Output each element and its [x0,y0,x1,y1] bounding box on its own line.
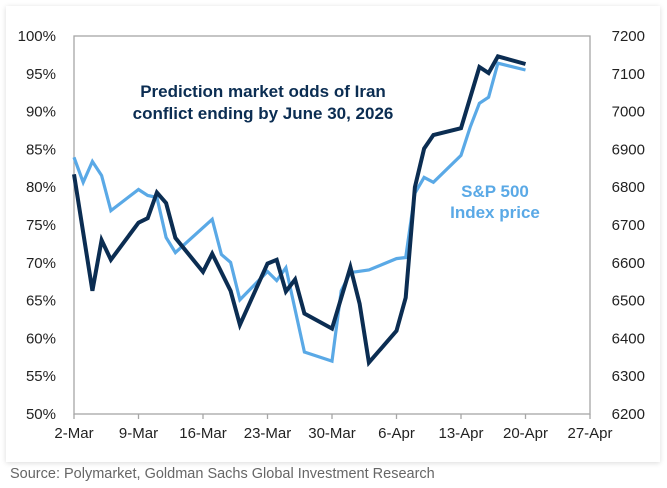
y-left-tick-label: 75% [26,217,56,234]
y-left-tick-label: 80% [26,179,56,196]
y-right-tick-label: 6400 [612,330,645,347]
y-right-tick-label: 6700 [612,217,645,234]
x-tick-label: 2-Mar [54,425,93,442]
y-left-tick-label: 95% [26,66,56,83]
y-right-tick-label: 6300 [612,368,645,385]
y-left-tick-label: 85% [26,141,56,158]
y-right-tick-label: 7100 [612,66,645,83]
y-right-tick-label: 7200 [612,28,645,45]
source-note: Source: Polymarket, Goldman Sachs Global… [10,466,435,482]
y-left-tick-label: 65% [26,293,56,310]
odds-annotation: conflict ending by June 30, 2026 [133,104,394,123]
sp500-annotation: S&P 500 [461,182,529,201]
chart-card [6,6,660,462]
odds-line [72,54,527,368]
y-right-tick-label: 7000 [612,104,645,121]
y-left-tick-label: 60% [26,330,56,347]
y-right-tick-label: 6200 [612,406,645,423]
x-tick-label: 20-Apr [503,425,548,442]
y-right-tick-label: 6800 [612,179,645,196]
x-tick-label: 6-Apr [378,425,415,442]
y-right-tick-label: 6500 [612,293,645,310]
x-tick-label: 16-Mar [179,425,227,442]
x-tick-label: 9-Mar [119,425,158,442]
x-tick-label: 27-Apr [567,425,612,442]
odds-annotation: Prediction market odds of Iran [140,82,386,101]
x-tick-label: 23-Mar [244,425,292,442]
sp500-annotation: Index price [450,203,540,222]
y-left-tick-label: 50% [26,406,56,423]
y-left-tick-label: 100% [18,28,56,45]
y-left-tick-label: 55% [26,368,56,385]
y-right-tick-label: 6900 [612,141,645,158]
y-left-tick-label: 70% [26,255,56,272]
y-left-tick-label: 90% [26,104,56,121]
y-right-tick-label: 6600 [612,255,645,272]
x-tick-label: 30-Mar [308,425,356,442]
x-tick-label: 13-Apr [438,425,483,442]
